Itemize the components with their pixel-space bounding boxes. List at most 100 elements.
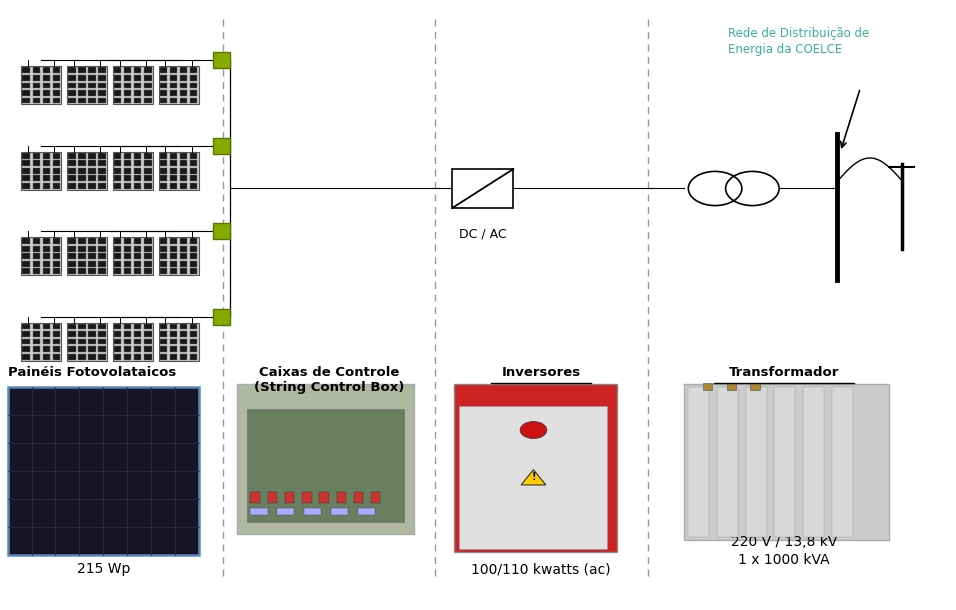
Bar [277,508,294,515]
Bar [98,160,105,166]
Bar [67,323,107,361]
Text: !: ! [532,472,535,482]
Bar [160,98,167,104]
Bar [8,387,199,555]
Bar [43,268,50,274]
Bar [88,346,96,352]
Bar [160,323,167,329]
Bar [170,90,178,96]
Bar [134,98,141,104]
Bar [170,183,178,189]
Bar [124,268,132,274]
Bar [180,346,187,352]
Bar [247,409,404,522]
Bar [23,268,30,274]
Bar [160,339,167,345]
Bar [159,323,199,361]
Bar [124,346,132,352]
Bar [53,261,59,267]
Bar [115,239,121,244]
Bar [304,508,321,515]
Bar [69,183,76,189]
Bar [88,239,96,244]
Bar [180,183,187,189]
Bar [33,346,40,352]
Bar [43,68,50,73]
Bar [53,331,59,337]
Bar [23,354,30,359]
Text: Transformador: Transformador [728,366,839,379]
Bar [113,152,153,190]
Bar [23,339,30,345]
Bar [124,323,132,329]
Bar [69,323,76,329]
Bar [124,98,132,104]
Bar [53,160,59,166]
Bar [180,268,187,274]
Bar [160,168,167,174]
Bar [134,176,141,181]
Bar [237,384,414,534]
Bar [33,261,40,267]
Bar [459,406,607,549]
Bar [319,492,329,503]
Bar [144,323,152,329]
Bar [53,239,59,244]
Bar [134,75,141,81]
Bar [78,346,86,352]
Bar [160,346,167,352]
Bar [115,183,121,189]
Bar [23,75,30,81]
Bar [88,323,96,329]
Bar [78,68,86,73]
Bar [69,268,76,274]
Bar [88,246,96,251]
Bar [170,82,178,88]
Bar [43,168,50,174]
Text: 220 V / 13,8 kV
1 x 1000 kVA: 220 V / 13,8 kV 1 x 1000 kVA [730,535,837,567]
Bar [684,384,889,540]
Bar [688,387,709,537]
Polygon shape [521,470,546,485]
Bar [78,246,86,251]
Bar [69,339,76,345]
Bar [134,253,141,259]
Bar [190,331,197,337]
Bar [53,183,59,189]
Bar [774,387,795,537]
Bar [190,75,197,81]
Bar [159,237,199,275]
Bar [160,90,167,96]
Bar [43,261,50,267]
Bar [190,153,197,159]
Bar [98,176,105,181]
Bar [43,339,50,345]
Bar [115,354,121,359]
Bar [69,354,76,359]
Bar [23,261,30,267]
Bar [33,253,40,259]
Bar [170,253,178,259]
Bar [170,346,178,352]
Bar [144,268,152,274]
Bar [124,253,132,259]
Bar [213,223,230,239]
Bar [43,183,50,189]
Bar [180,90,187,96]
Bar [88,339,96,345]
Bar [213,52,230,68]
Bar [98,168,105,174]
Bar [134,68,141,73]
Bar [180,82,187,88]
Bar [43,323,50,329]
Bar [23,153,30,159]
Bar [803,387,824,537]
Bar [250,492,260,503]
Bar [115,75,121,81]
Bar [115,268,121,274]
Bar [43,176,50,181]
Bar [69,168,76,174]
Bar [88,354,96,359]
Bar [98,253,105,259]
Bar [78,239,86,244]
